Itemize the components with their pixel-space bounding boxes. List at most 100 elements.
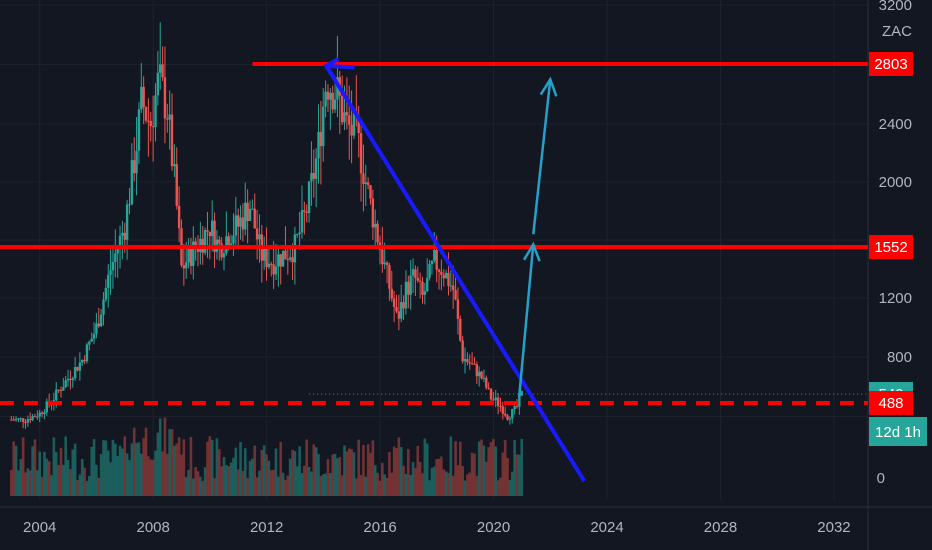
volume-bar [383, 474, 386, 496]
candle-body [21, 418, 25, 423]
volume-bar [310, 471, 313, 496]
candle-body [203, 230, 207, 253]
volume-bar [449, 436, 453, 496]
candle-body [244, 202, 247, 230]
volume-bar [80, 459, 84, 496]
candle-body [189, 246, 193, 266]
volume-bar [95, 464, 98, 496]
volume-bar [149, 459, 153, 496]
volume-bar [182, 439, 186, 496]
candle-body [414, 269, 417, 278]
volume-bar [399, 447, 403, 496]
candle-body [241, 217, 245, 230]
volume-bar [418, 462, 422, 496]
candle-body [258, 234, 261, 240]
price-tag-label: 488 [878, 395, 903, 412]
volume-bar [343, 445, 346, 496]
volume-bar [359, 474, 363, 496]
volume-bar [19, 459, 23, 496]
volume-bar [355, 478, 358, 496]
volume-bar [73, 443, 77, 496]
volume-bar [501, 452, 505, 496]
candle-body [307, 181, 311, 213]
candle-body [452, 285, 455, 291]
candle-body [69, 378, 72, 380]
volume-bar [352, 452, 356, 496]
volume-bar [196, 471, 200, 496]
candle-body [173, 164, 176, 167]
candle-body [279, 254, 282, 267]
volume-bar [106, 450, 110, 496]
volume-bar [17, 470, 20, 496]
price-tag-488 [869, 391, 913, 415]
candle-body [123, 232, 126, 240]
candle-body [99, 314, 103, 327]
x-axis: 2004 2008 2012 2016 2020 2024 2028 2032 [23, 519, 851, 536]
volume-bar [300, 473, 304, 496]
candle-body [144, 107, 148, 121]
volume-bar [227, 466, 231, 496]
x-tick-label: 2004 [23, 519, 56, 536]
volume-bar [140, 453, 143, 496]
volume-bar [114, 443, 117, 496]
volume-bar [329, 473, 332, 496]
candle-body [274, 266, 278, 275]
candle-body [331, 92, 334, 110]
volume-bar [102, 440, 105, 496]
volume-bar [314, 447, 318, 496]
volume-bar [151, 459, 155, 496]
candle-body [246, 202, 249, 222]
volume-bar [414, 467, 417, 496]
candle-body [43, 412, 46, 415]
candle-body [19, 418, 22, 420]
projection-arrowhead-2 [539, 76, 558, 97]
candle-body [298, 232, 301, 235]
candle-body [480, 371, 483, 379]
volume-bar [279, 441, 283, 496]
candle-body [404, 281, 408, 309]
candle-body [272, 264, 275, 275]
volume-bar [246, 477, 249, 496]
price-tag-label: 1552 [874, 239, 907, 256]
candle-body [286, 259, 290, 261]
volume-bar [376, 472, 379, 496]
candle-body [227, 236, 230, 247]
volume-bar [347, 448, 351, 496]
candle-body [40, 412, 44, 415]
candle-body [208, 231, 212, 237]
volume-bar [62, 464, 65, 496]
volume-bar [458, 441, 462, 496]
candle-body [518, 395, 521, 407]
projection-arrow-1 [517, 244, 535, 398]
volume-bar [184, 477, 188, 496]
candle-body [300, 210, 304, 233]
candle-body [449, 285, 453, 287]
candle-body [90, 338, 93, 342]
y-axis: 3200 2400 2000 1200 800 0 [877, 0, 912, 487]
volume-bar [43, 451, 46, 496]
candle-body [159, 64, 162, 73]
horizontal-levels [0, 62, 868, 405]
candle-body [170, 114, 174, 167]
volume-bar [272, 469, 275, 496]
volume-bar [336, 458, 339, 496]
candle-body [310, 172, 313, 182]
projection-arrowhead-1 [522, 241, 541, 262]
volume-bar [154, 450, 157, 496]
volume-bar [85, 480, 89, 496]
volume-bar [492, 438, 495, 496]
candle-body [225, 236, 228, 254]
volume-bar [161, 451, 164, 496]
candle-body [163, 77, 167, 119]
candle-body [281, 250, 285, 267]
volume-bar [385, 477, 389, 496]
volume-bar [274, 448, 278, 496]
x-tick-label: 2012 [250, 519, 283, 536]
volume-bar [36, 470, 39, 496]
volume-bar [144, 427, 148, 496]
candle-body [33, 416, 37, 418]
volume-bar [513, 440, 516, 496]
candle-body [390, 288, 393, 299]
x-tick-label: 2024 [590, 519, 623, 536]
